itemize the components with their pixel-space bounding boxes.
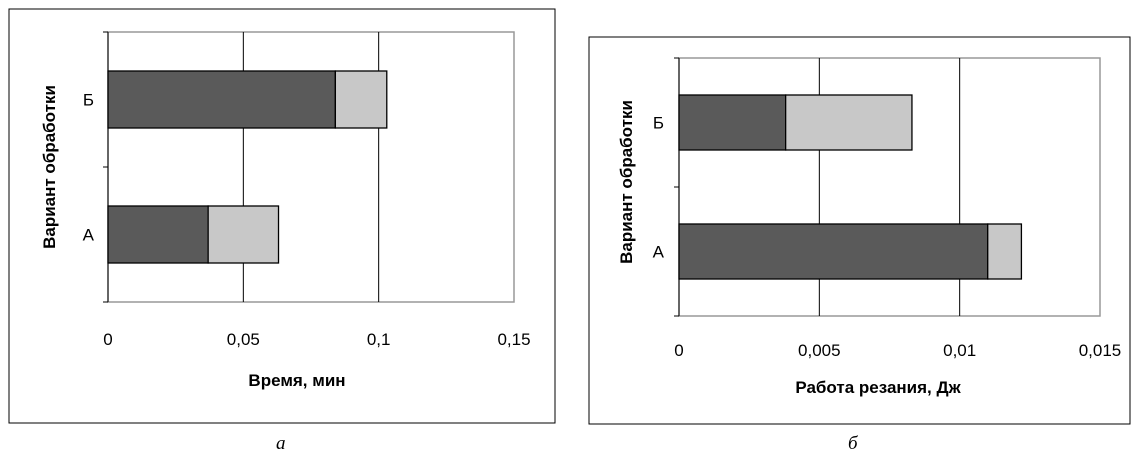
chart-b-bar-a-segment-1 bbox=[678, 223, 989, 280]
chart-a-x-tick-label: 0,15 bbox=[497, 330, 530, 349]
chart-a-bar-a-segment-2 bbox=[207, 205, 280, 264]
chart-b-x-tick-label: 0,015 bbox=[1079, 341, 1122, 360]
chart-b-caption: б bbox=[848, 433, 858, 454]
chart-a-x-tick-label: 0 bbox=[103, 330, 112, 349]
chart-b-x-tick-label: 0,01 bbox=[943, 341, 976, 360]
chart-a-category-label: А bbox=[83, 226, 95, 245]
chart-a-x-tick-label: 0,1 bbox=[367, 330, 391, 349]
chart-b-bar-b-segment-2 bbox=[785, 94, 913, 151]
chart-b-x-axis-title: Работа резания, Дж bbox=[795, 378, 961, 397]
chart-a-x-axis-title: Время, мин bbox=[248, 371, 345, 390]
chart-b-y-ticks bbox=[674, 57, 679, 317]
chart-a: 0 0,05 0,1 0,15 АБ Время, мин Вариант обраб… bbox=[8, 8, 556, 424]
chart-b-y-axis-title: Вариант обработки bbox=[617, 100, 636, 264]
chart-b-bar-b-segment-1 bbox=[678, 94, 787, 151]
chart-a-y-ticks bbox=[103, 31, 108, 303]
chart-a-bar-a-segment-1 bbox=[107, 205, 209, 264]
chart-b-x-tick-label: 0 bbox=[674, 341, 683, 360]
chart-b-category-label: Б bbox=[653, 114, 664, 133]
chart-b-bars bbox=[678, 94, 1023, 280]
chart-b-x-tick-labels: 0 0,005 0,01 0,015 bbox=[674, 341, 1121, 360]
chart-b-category-label: А bbox=[653, 243, 665, 262]
chart-b-category-labels: АБ bbox=[653, 114, 665, 262]
chart-a-x-tick-labels: 0 0,05 0,1 0,15 bbox=[103, 330, 530, 349]
chart-b-bar-a-segment-2 bbox=[987, 223, 1023, 280]
chart-a-category-labels: АБ bbox=[83, 91, 95, 245]
chart-b-x-tick-label: 0,005 bbox=[798, 341, 841, 360]
chart-a-caption: а bbox=[276, 433, 286, 454]
chart-a-bar-b-segment-1 bbox=[107, 70, 337, 129]
chart-a-bar-b-segment-2 bbox=[334, 70, 388, 129]
chart-a-bars bbox=[107, 70, 388, 264]
chart-a-x-tick-label: 0,05 bbox=[227, 330, 260, 349]
chart-a-y-axis-title: Вариант обработки bbox=[40, 85, 59, 249]
chart-a-category-label: Б bbox=[83, 91, 94, 110]
chart-b: 0 0,005 0,01 0,015 АБ Работа резания, Дж Ва… bbox=[588, 36, 1131, 425]
